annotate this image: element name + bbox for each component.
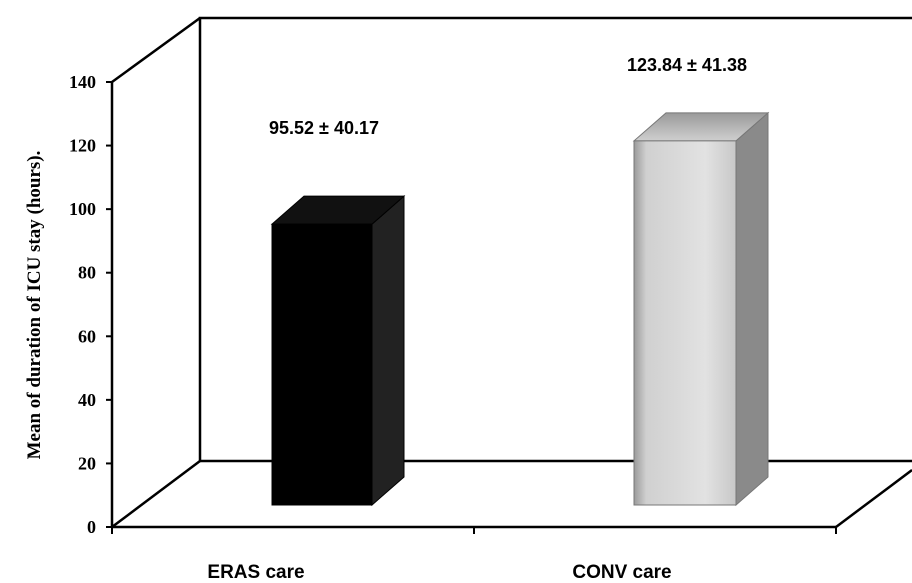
chart-frame: [110, 16, 912, 529]
bar-data-label: 95.52 ± 40.17: [269, 118, 379, 138]
y-axis-ticks: 0 20 40 60 80 100 120 140: [69, 72, 112, 537]
bar-side-face: [735, 111, 769, 507]
y-tick-label: 0: [87, 517, 96, 537]
bar: [271, 223, 373, 506]
bars: [270, 111, 770, 507]
x-category-label: CONV care: [572, 562, 671, 583]
data-labels: 95.52 ± 40.17 123.84 ± 41.38: [269, 55, 747, 138]
bar-side-face: [371, 195, 405, 507]
y-tick-label: 100: [69, 199, 96, 219]
x-category-label: ERAS care: [207, 562, 304, 583]
bar: [633, 140, 737, 506]
x-axis-ticks: ERAS care CONV care: [111, 527, 837, 583]
y-tick-label: 60: [78, 326, 96, 346]
y-tick-label: 80: [78, 263, 96, 283]
y-tick-label: 140: [69, 72, 96, 92]
y-axis-label: Mean of duration of ICU stay (hours).: [24, 151, 45, 460]
y-tick-label: 120: [69, 136, 96, 156]
floor-right-edge: [835, 469, 912, 528]
bar-data-label: 123.84 ± 41.38: [627, 55, 747, 75]
y-tick-label: 40: [78, 390, 96, 410]
left-wall-top-edge: [111, 16, 201, 84]
floor-left-edge: [111, 460, 201, 528]
y-tick-label: 20: [78, 453, 96, 473]
